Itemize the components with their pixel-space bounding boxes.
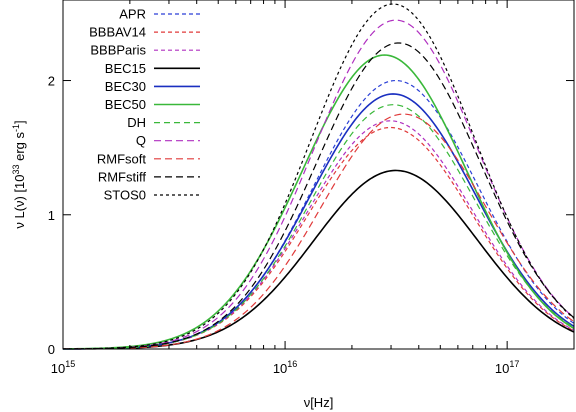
legend-label-bec30: BEC30 [105,79,146,94]
legend-label-bec50: BEC50 [105,97,146,112]
legend-label-rmfstiff: RMFstiff [98,169,147,184]
series-line-stos0 [62,3,575,350]
legend-label-dh: DH [127,115,146,130]
legend-label-bec15: BEC15 [105,61,146,76]
series-line-rmfsoft [62,113,575,350]
y-tick-label: 1 [48,208,55,223]
tick-labels: 0 1 2 1015 1016 1017 [48,74,520,376]
curves-group [62,3,575,350]
legend-label-bbbav14: BBBAV14 [89,25,146,40]
axis-ticks [62,0,575,350]
y-tick-label: 2 [48,74,55,89]
legend-label-stos0: STOS0 [104,188,146,203]
legend-label-bbbparis: BBBParis [90,43,146,58]
x-axis-label: ν[Hz] [304,395,334,410]
series-line-dh [63,104,575,350]
y-tick-label: 0 [48,342,55,357]
y-axis-label: ν L(ν) [1033 erg s-1] [11,120,27,228]
x-tick-label: 1017 [495,359,519,376]
series-line-q [62,19,575,350]
legend: APR BBBAV14 BBBParis BEC15 BEC30 BEC50 DH Q RMFs… [89,7,200,203]
x-tick-label: 1016 [273,359,297,376]
series-line-rmfstiff [62,42,575,350]
series-line-bec50 [62,54,575,350]
legend-label-q: Q [136,133,146,148]
legend-label-rmfsoft: RMFsoft [97,151,147,166]
legend-label-apr: APR [119,7,146,22]
x-tick-label: 1015 [51,359,75,376]
series-line-bec15 [63,169,575,350]
plot-frame [62,0,575,350]
